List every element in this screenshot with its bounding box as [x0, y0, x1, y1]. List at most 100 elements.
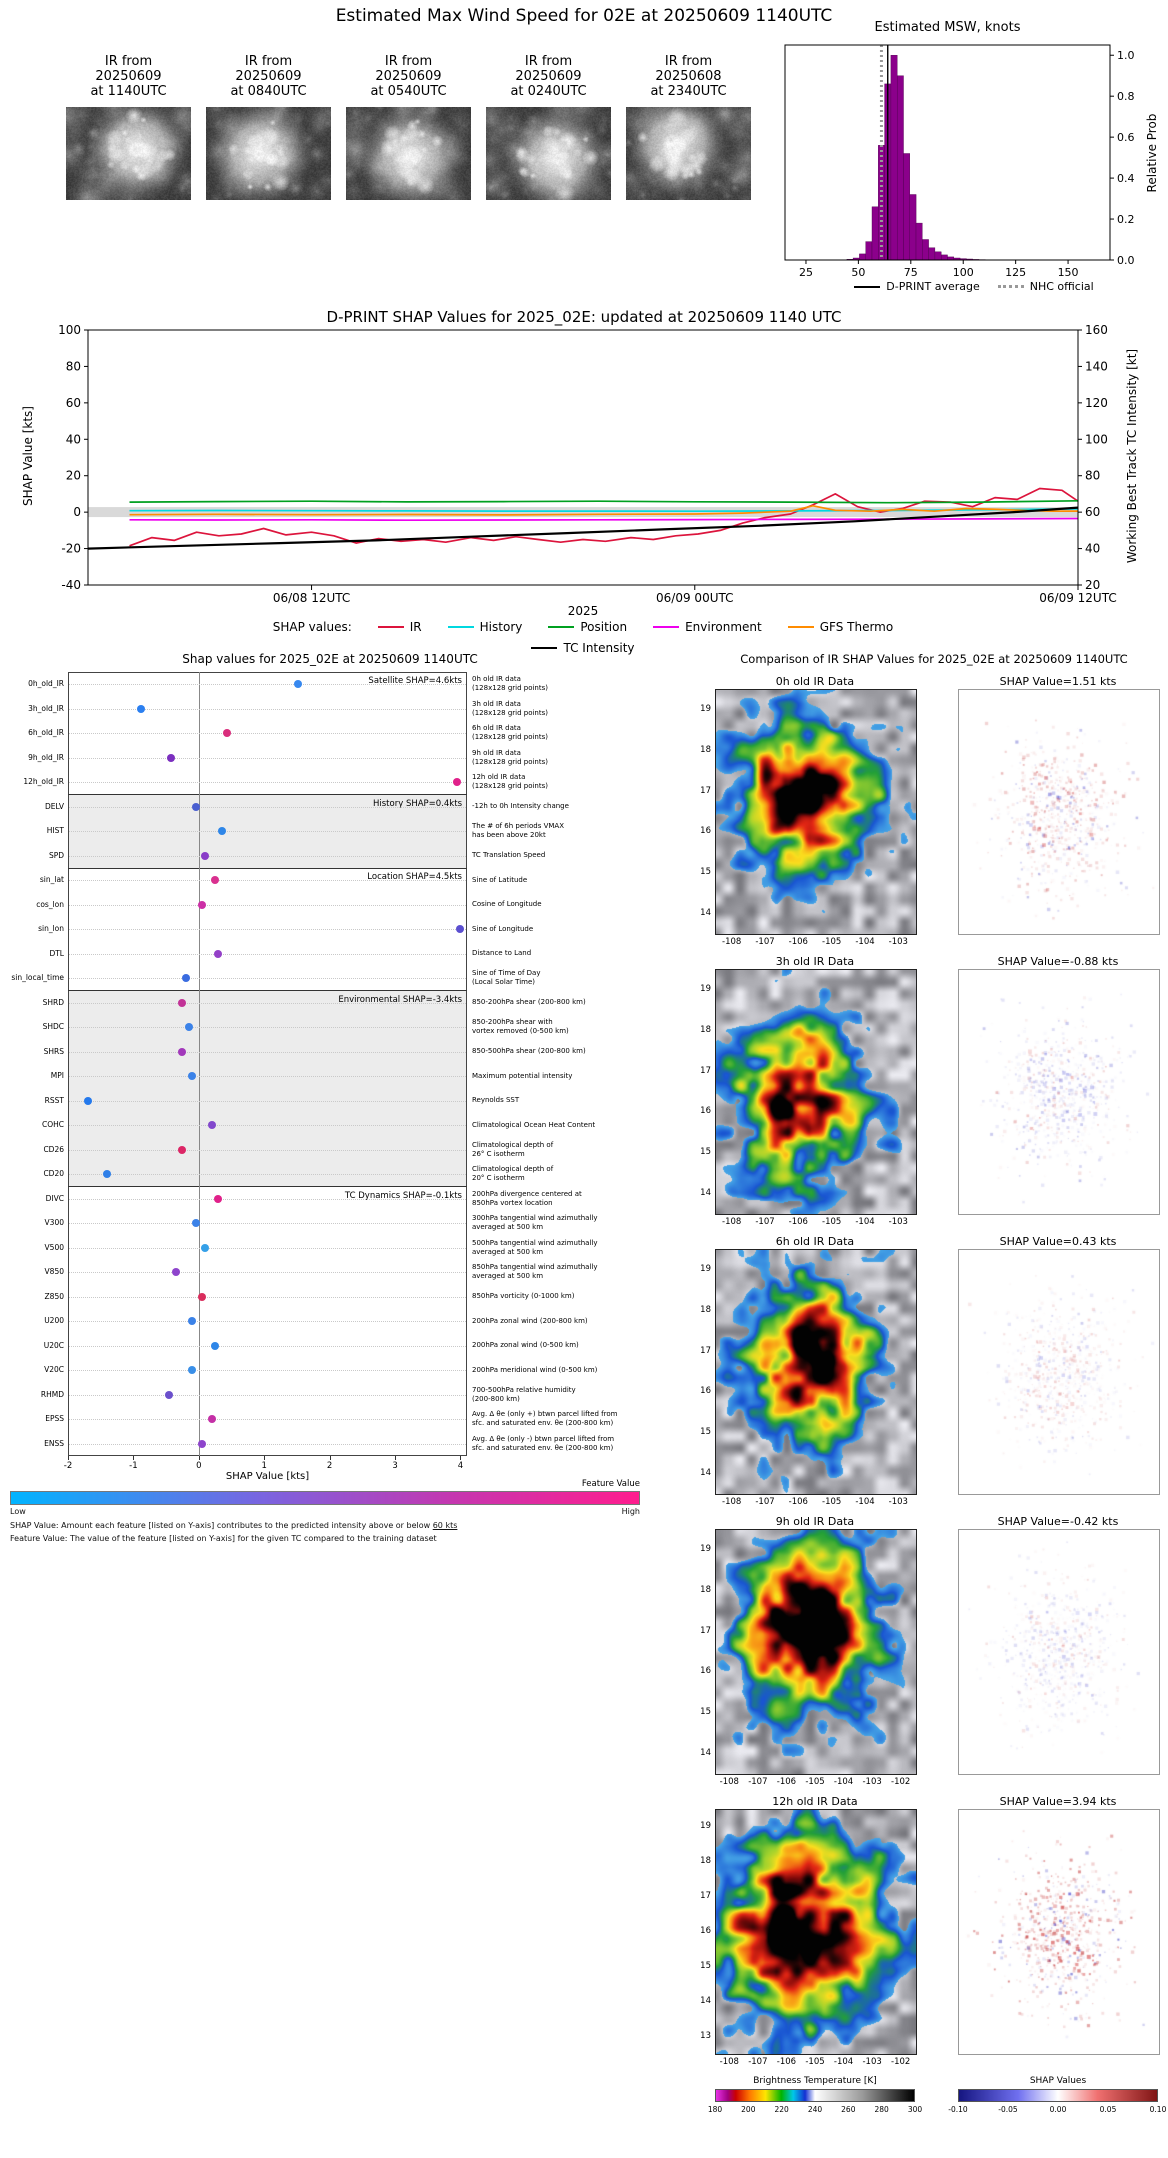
svg-text:50: 50: [851, 266, 865, 279]
feature-desc: Distance to Land: [472, 949, 532, 958]
feature-label: sin_local_time: [11, 973, 64, 983]
x-tick-label: -1: [129, 1461, 138, 1471]
feature-label: DIVC: [45, 1193, 64, 1203]
comparison-title: Comparison of IR SHAP Values for 2025_02…: [740, 652, 1128, 666]
group-header: History SHAP=0.4kts: [373, 798, 462, 809]
msw-histogram-chart: 25 50 75 100 125 150 0.0 0.2 0.4 0.6 0.8 1.0: [784, 44, 1135, 279]
feature-desc: 0h old IR data (128x128 grid points): [472, 675, 548, 693]
feature-desc: 850-200hPa shear with vortex removed (0-…: [472, 1018, 569, 1036]
shap-colorbar-tick: -0.05: [998, 2105, 1018, 2114]
shap-dot: [452, 778, 461, 787]
histogram-title: Estimated MSW, knots: [874, 20, 1021, 35]
legend-item-label: TC Intensity: [563, 641, 635, 655]
legend-item-ir: IR: [377, 620, 422, 634]
feature-desc: 3h old IR data (128x128 grid points): [472, 699, 548, 717]
zero-uncertainty-band: [88, 507, 1078, 518]
ir-data-image: [715, 969, 917, 1215]
row-gridline: [69, 831, 466, 833]
group-divider: [68, 867, 467, 869]
svg-text:25: 25: [799, 266, 813, 279]
svg-text:100: 100: [953, 266, 974, 279]
feature-label: 12h_old_IR: [23, 777, 64, 787]
lon-tick-label: -103: [888, 1217, 908, 1227]
row-gridline: [69, 684, 466, 686]
lat-tick-label: 15: [700, 1707, 711, 1717]
legend-swatch: [653, 626, 680, 628]
bt-colorbar-tick: 220: [774, 2105, 789, 2114]
svg-text:40: 40: [66, 432, 81, 446]
shap-dot: [191, 1219, 200, 1228]
bt-colorbar-tick: 260: [841, 2105, 856, 2114]
svg-text:40: 40: [1085, 542, 1100, 556]
svg-text:150: 150: [1058, 266, 1079, 279]
svg-text:1.0: 1.0: [1117, 49, 1135, 62]
ir-thumbnail-label: IR from 20250609 at 0240UTC: [486, 54, 611, 99]
lat-tick-label: 14: [700, 907, 711, 918]
footnote-feature-value: Feature Value: The value of the feature …: [10, 1534, 437, 1543]
lat-tick-label: 16: [700, 1926, 711, 1936]
svg-text:0.8: 0.8: [1117, 90, 1135, 103]
lat-tick-label: 18: [700, 1025, 711, 1035]
row-gridline: [69, 1394, 466, 1396]
feature-label: Z850: [44, 1291, 64, 1301]
shap-value-image: [958, 969, 1160, 1215]
svg-text:06/08 12UTC: 06/08 12UTC: [273, 591, 350, 605]
lon-tick-label: -108: [719, 2057, 739, 2067]
feature-label: 3h_old_IR: [28, 703, 64, 713]
shap-timeseries-chart: 100806040200-20-401601401201008060402006…: [58, 323, 1117, 605]
legend-item-position: Position: [548, 620, 627, 634]
shap-dot: [293, 680, 302, 689]
row-gridline: [69, 1247, 466, 1249]
feature-desc: 700-500hPa relative humidity (200-800 km…: [472, 1385, 576, 1403]
shap-panel-title: SHAP Value=-0.88 kts: [997, 955, 1119, 968]
feature-label: RSST: [44, 1095, 64, 1105]
shap-value-image: [958, 689, 1160, 935]
lon-tick-label: -107: [748, 1777, 768, 1787]
feature-label: sin_lon: [38, 924, 64, 934]
svg-text:0.6: 0.6: [1117, 131, 1135, 144]
shap-dot: [214, 949, 223, 958]
timeseries-ylabel-right: Working Best Track TC Intensity [kt]: [1125, 348, 1139, 564]
feature-desc: 200hPa meridional wind (0-500 km): [472, 1365, 598, 1374]
ir-thumbnail-image: [346, 107, 471, 200]
feature-desc: 850hPa vorticity (0-1000 km): [472, 1292, 575, 1301]
shap-value-image: [958, 1809, 1160, 2055]
feature-desc: TC Translation Speed: [472, 851, 546, 860]
shap-dot: [211, 876, 220, 885]
feature-desc: 200hPa divergence centered at 850hPa vor…: [472, 1189, 582, 1207]
shap-dot: [201, 851, 210, 860]
shap-dot: [188, 1366, 197, 1375]
shap-panel-title: SHAP Value=0.43 kts: [999, 1235, 1117, 1248]
lon-tick-label: -107: [755, 937, 775, 947]
feature-label: ENSS: [44, 1438, 64, 1448]
shap-panel-title: SHAP Value=1.51 kts: [999, 675, 1117, 688]
feature-desc: 850-200hPa shear (200-800 km): [472, 998, 586, 1007]
feature-desc: 200hPa zonal wind (0-500 km): [472, 1341, 579, 1350]
feature-desc: Sine of Latitude: [472, 875, 528, 884]
lat-tick-label: 17: [700, 1065, 711, 1076]
series-position: [129, 499, 1079, 504]
feature-desc: Maximum potential intensity: [472, 1071, 573, 1080]
feature-desc: 850-500hPa shear (200-800 km): [472, 1047, 586, 1056]
dotplot-title: Shap values for 2025_02E at 20250609 114…: [182, 652, 478, 666]
lat-tick-label: 18: [700, 1856, 711, 1867]
feature-label: 0h_old_IR: [28, 679, 64, 689]
legend-item-label: NHC official: [1029, 280, 1094, 293]
row-gridline: [69, 1125, 466, 1127]
timeseries-frame: [87, 329, 1079, 586]
lon-tick-label: -108: [722, 1217, 742, 1227]
series-gfs-thermo: [129, 504, 1079, 516]
lat-tick-label: 15: [700, 1427, 711, 1437]
bt-colorbar-tick: 300: [907, 2105, 923, 2114]
lon-tick-label: -107: [755, 1217, 775, 1227]
shap-dot: [214, 1194, 223, 1203]
row-gridline: [69, 1002, 466, 1004]
ir-thumbnail-label-line: at 2340UTC: [650, 84, 727, 99]
feature-desc: Climatological depth of 26° C isotherm: [472, 1140, 554, 1158]
feature-desc: 300hPa tangential wind azimuthally avera…: [472, 1214, 598, 1232]
feature-desc: 9h old IR data (128x128 grid points): [472, 748, 548, 766]
legend-item-environment: Environment: [653, 620, 762, 634]
ir-data-image: [715, 1249, 917, 1495]
svg-text:60: 60: [1085, 505, 1100, 519]
row-gridline: [69, 978, 466, 980]
